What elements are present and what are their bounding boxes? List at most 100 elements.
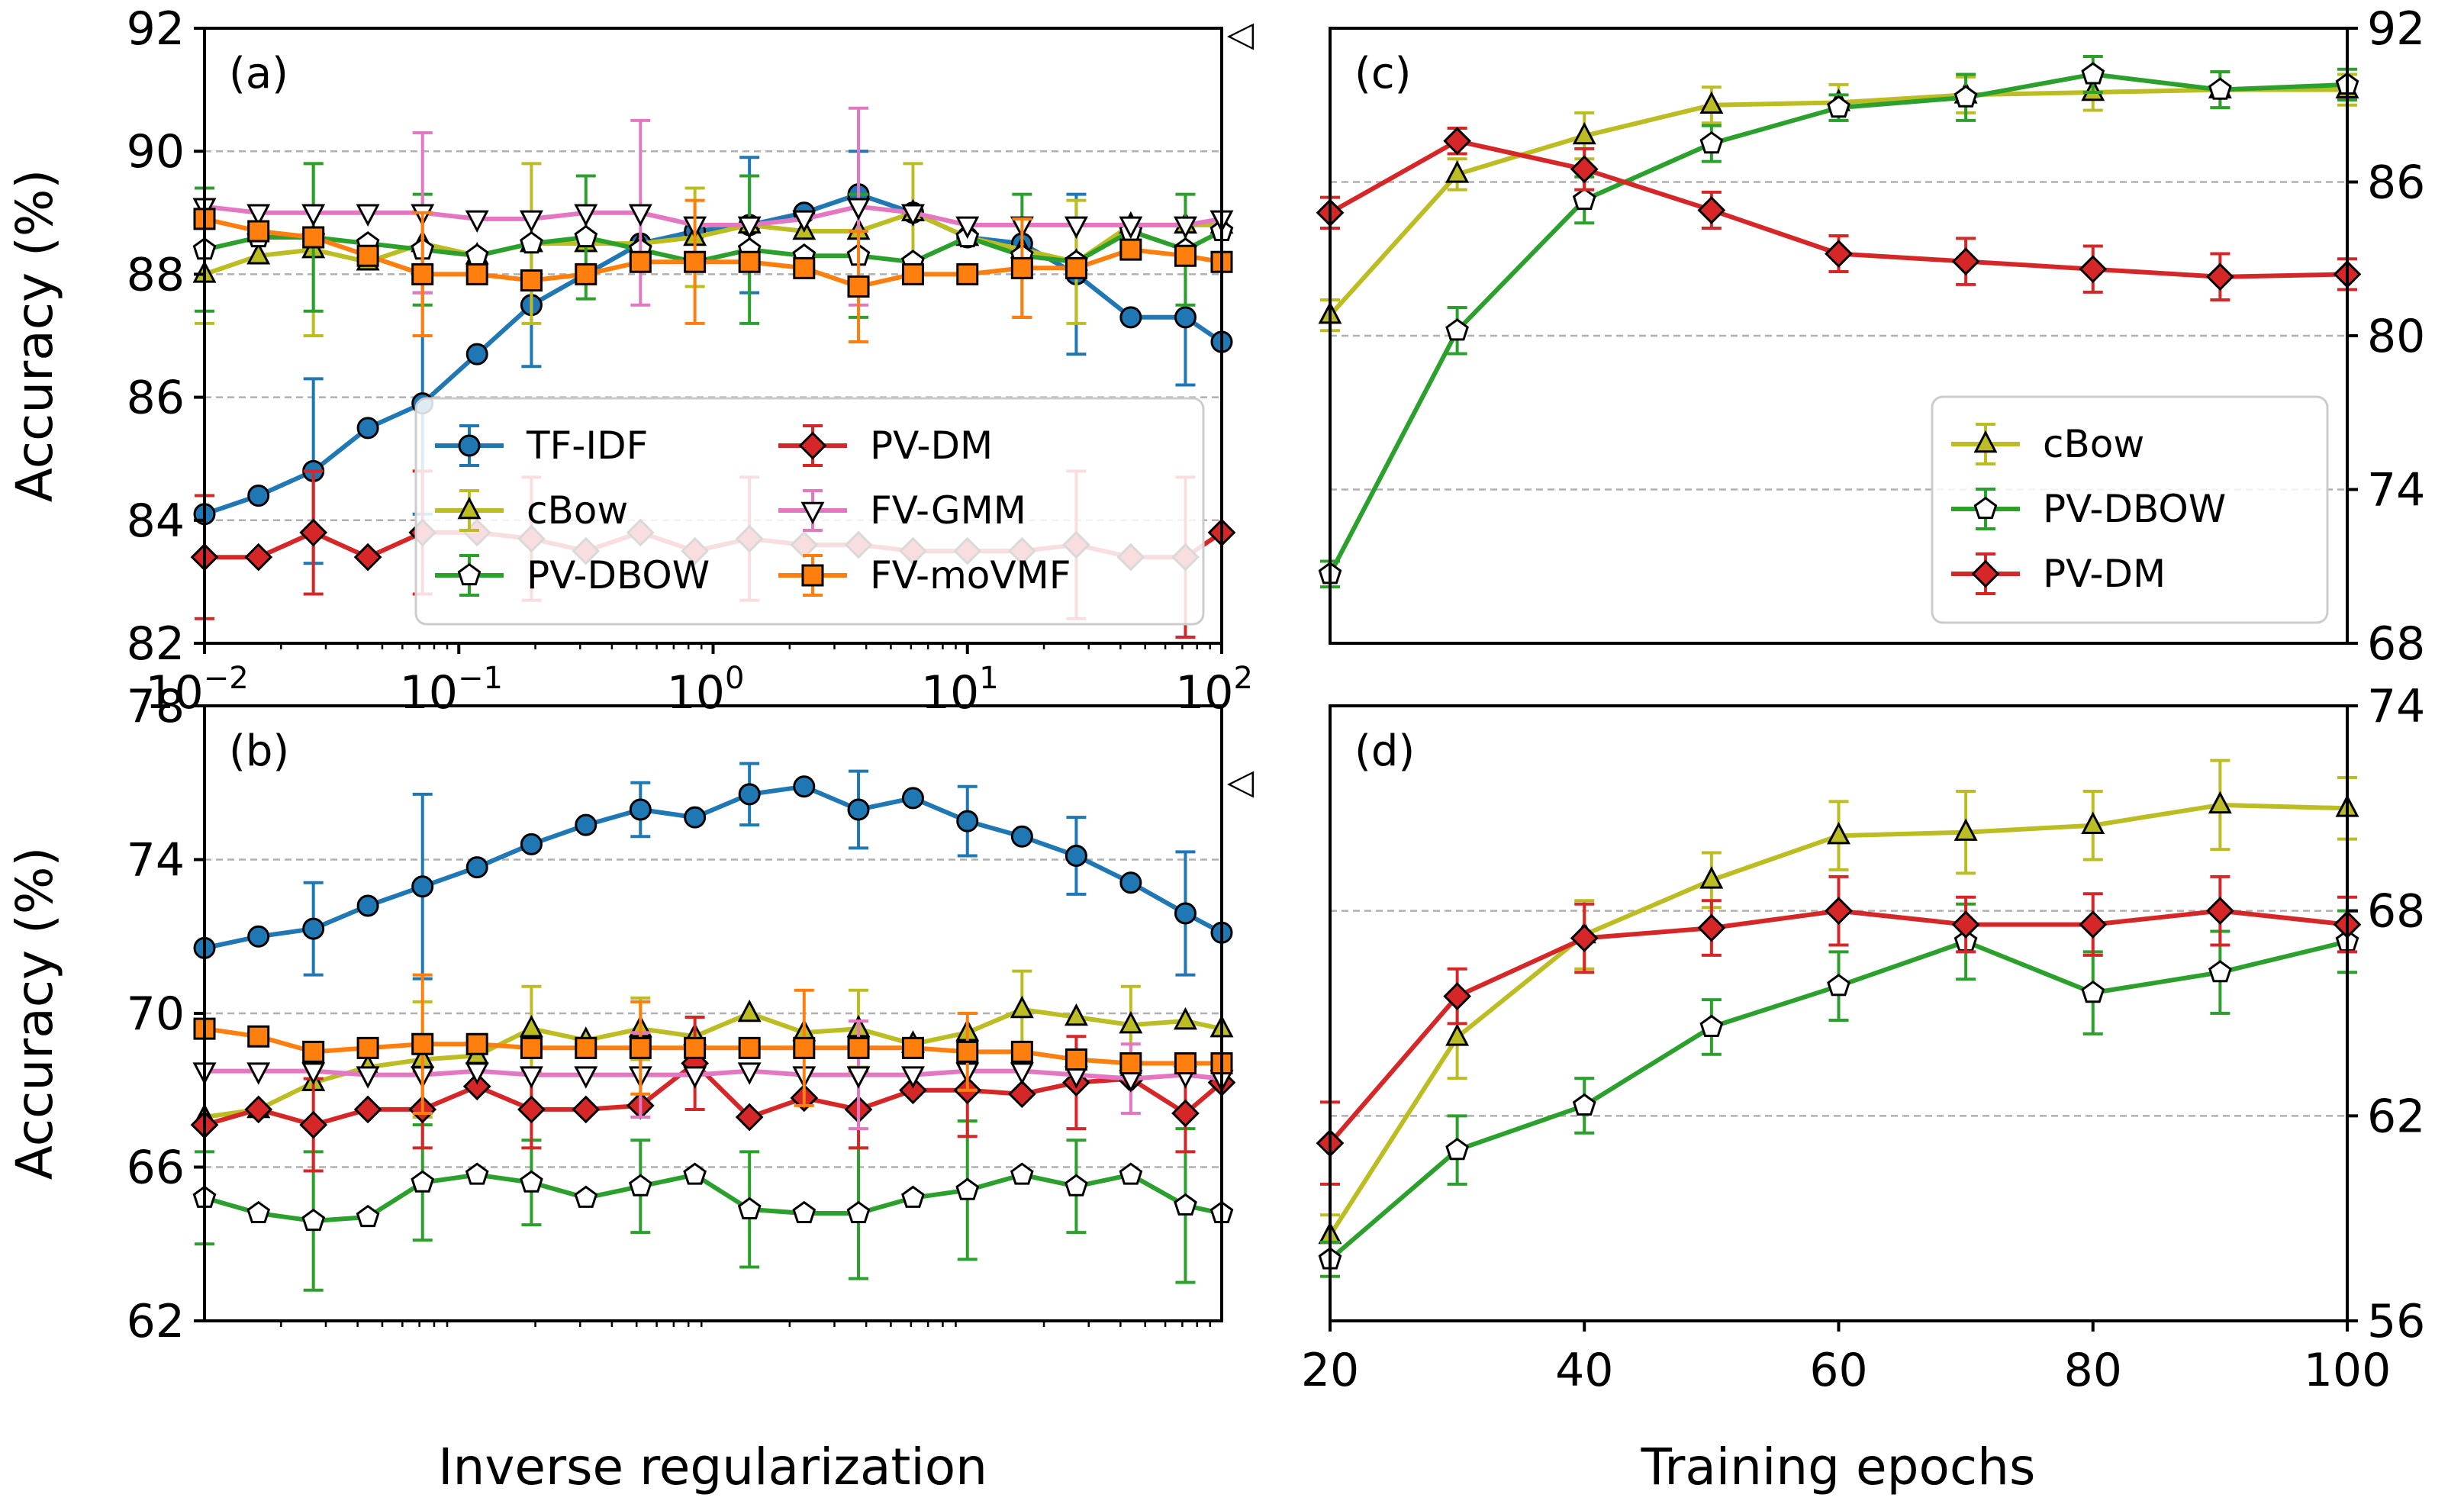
data-point: [2081, 811, 2105, 834]
legend-marker: [1971, 559, 2000, 588]
markers-pv-dm: [1316, 897, 2362, 1158]
data-point: [1119, 306, 1142, 329]
data-point: [1174, 902, 1197, 925]
data-point: [465, 1162, 489, 1185]
data-point: [684, 1036, 707, 1059]
data-point: [847, 798, 870, 821]
data-point: [301, 1062, 326, 1085]
data-point: [956, 262, 979, 285]
data-point: [299, 518, 328, 547]
data-point: [244, 1095, 273, 1124]
data-point: [1572, 1093, 1596, 1116]
data-point: [356, 417, 379, 440]
data-point: [1570, 924, 1599, 952]
panel-d-xticks: 20 40 60 80 100: [1301, 1321, 2391, 1397]
panel-b-label: (b): [229, 726, 289, 776]
data-point: [1065, 1048, 1087, 1071]
data-point: [356, 1204, 380, 1228]
data-point: [1697, 196, 1726, 224]
data-point: [1445, 1137, 1469, 1161]
data-point: [1827, 95, 1850, 118]
data-point: [956, 1040, 979, 1063]
data-point: [2206, 262, 2234, 291]
data-point: [465, 856, 488, 879]
data-point: [901, 1185, 925, 1208]
y-tick-label: 78: [127, 680, 185, 733]
data-point: [683, 1162, 707, 1185]
data-point: [1173, 216, 1197, 240]
data-point: [2079, 255, 2108, 284]
data-point: [246, 204, 271, 227]
legend-marker: [458, 434, 481, 457]
data-point: [1572, 121, 1596, 145]
panel-a-xticks: 10−2 10−1 100 101 102: [145, 643, 1253, 720]
panel-c-label: (c): [1354, 49, 1411, 98]
data-point: [302, 226, 325, 249]
x-tick-label: 80: [2064, 1344, 2122, 1397]
data-point: [900, 1066, 925, 1089]
panel-a-label: (a): [229, 49, 288, 98]
y-tick-label: 66: [127, 1142, 185, 1195]
data-point: [575, 262, 597, 285]
panel-d-yticks: 56 62 68 74: [2347, 680, 2425, 1348]
data-point: [1174, 244, 1197, 267]
series-line-fv-gmm: [204, 204, 1222, 227]
data-point: [847, 275, 870, 298]
data-point: [519, 210, 543, 233]
data-point: [738, 783, 761, 806]
data-point: [628, 204, 652, 227]
y-tick-label: 70: [127, 987, 185, 1041]
data-point: [2081, 62, 2105, 85]
data-point: [901, 1036, 924, 1059]
data-point: [411, 875, 434, 898]
data-point: [574, 204, 598, 227]
data-point: [574, 1185, 598, 1208]
data-point: [738, 1036, 761, 1059]
data-point: [411, 1032, 434, 1055]
data-point: [301, 1208, 326, 1232]
y-tick-label: 86: [127, 372, 185, 425]
data-point: [356, 894, 379, 917]
panel-b-series: [190, 762, 1236, 1292]
legend-label: PV-DBOW: [527, 553, 710, 597]
series-line-fv-gmm: [205, 1068, 1222, 1081]
y-tick-label: 68: [2367, 617, 2425, 671]
y-tick-label: 90: [127, 125, 185, 179]
data-point: [1953, 818, 1978, 841]
data-point: [411, 262, 434, 285]
y-tick-label: 74: [127, 834, 185, 887]
x-tick-label: 100: [2304, 1344, 2392, 1397]
ylabel-bottom: Accuracy (%): [5, 847, 64, 1180]
y-tick-label: 74: [2367, 680, 2425, 733]
data-point: [793, 775, 816, 798]
error-bars-fv-movmf: [412, 198, 1032, 344]
panel-c: 68 74 80 86 92 (c) cBow PV-DBOW PV-DM: [1316, 2, 2425, 671]
data-point: [738, 250, 761, 273]
data-point: [792, 1200, 817, 1223]
data-point: [247, 485, 270, 507]
data-point: [1951, 910, 1980, 939]
data-point: [519, 1066, 543, 1089]
data-point: [1119, 216, 1143, 240]
data-point: [629, 1036, 652, 1059]
y-tick-label: 86: [2367, 156, 2425, 210]
data-point: [356, 204, 380, 227]
panel-c-yticks: 68 74 80 86 92: [2347, 2, 2425, 671]
panel-b-yticks: 62 66 70 74 78: [127, 680, 205, 1348]
legend-label: FV-GMM: [870, 488, 1026, 533]
x-tick-label: 100: [667, 661, 745, 720]
data-point: [1699, 866, 1724, 889]
y-tick-label: 82: [127, 617, 185, 671]
data-point: [1171, 1099, 1200, 1128]
data-point: [301, 204, 326, 227]
data-point: [246, 1062, 271, 1085]
markers-pv-dm: [1316, 127, 2362, 291]
data-point: [462, 1072, 491, 1101]
legend-marker: [801, 564, 824, 587]
data-point: [411, 1170, 435, 1193]
panel-a: 82 84 86 88 90 92 10−2 10−1 100 101 102 (a) ◁ TF-…: [127, 2, 1255, 720]
data-point: [1697, 913, 1726, 942]
legend-marker: [1973, 496, 1998, 520]
x-tick-label: 102: [1175, 661, 1253, 720]
legend-label: cBow: [527, 488, 628, 533]
